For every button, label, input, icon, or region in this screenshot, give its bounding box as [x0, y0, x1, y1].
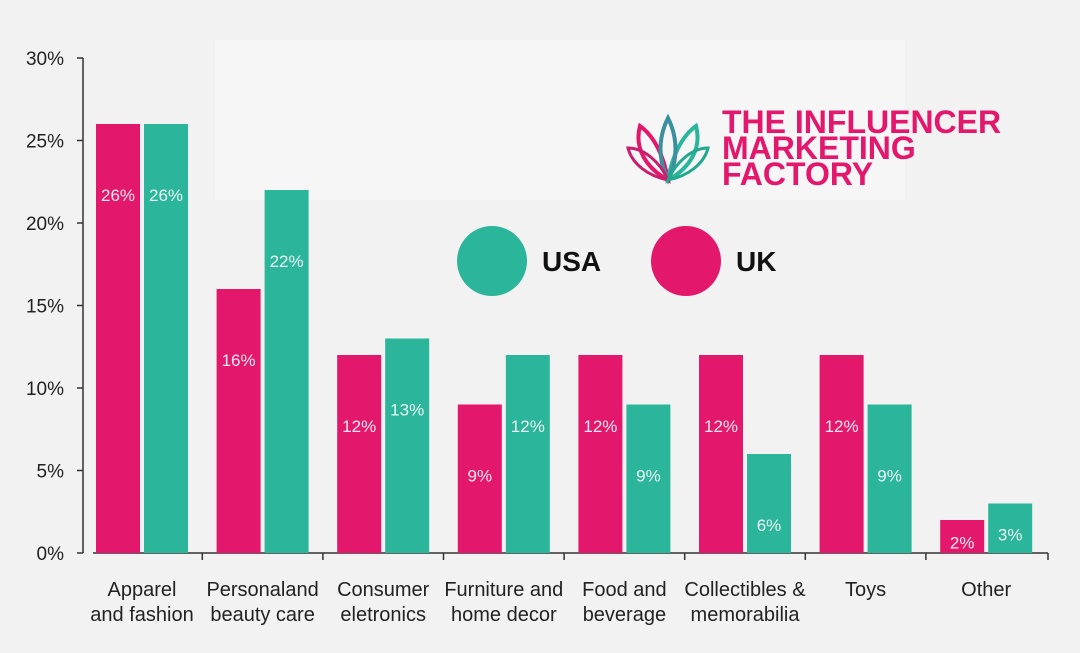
brand-text-line: THE INFLUENCER: [722, 104, 1001, 140]
y-tick-label: 10%: [26, 379, 64, 400]
data-label: 12%: [704, 417, 738, 436]
x-tick-label: Other: [961, 579, 1011, 601]
data-label: 12%: [342, 417, 376, 436]
x-tick-label: Consumer: [337, 579, 430, 601]
data-label: 9%: [877, 467, 902, 486]
x-tick-label: home decor: [451, 604, 557, 626]
lotus-logo-icon: [626, 113, 710, 185]
data-label: 9%: [636, 467, 661, 486]
bar-uk: [96, 124, 140, 553]
legend-label-uk: UK: [736, 246, 776, 277]
data-label: 16%: [222, 351, 256, 370]
bar-usa: [988, 503, 1033, 553]
x-tick-label: eletronics: [340, 604, 426, 626]
bar-uk: [819, 355, 864, 553]
labels: 26% 26% Apparel and fashion 16% 22% Personalan…: [90, 186, 1022, 626]
legend-swatch-uk: [651, 226, 721, 296]
y-tick-label: 20%: [26, 214, 64, 235]
x-tick-label: Toys: [845, 579, 886, 601]
data-label: 12%: [825, 417, 859, 436]
bar-uk: [216, 289, 261, 553]
bar-usa: [505, 355, 550, 553]
legend-label-usa: USA: [542, 246, 601, 277]
data-label: 22%: [270, 252, 304, 271]
bars: [96, 124, 1033, 553]
y-tick-label: 0%: [37, 544, 65, 565]
x-tick-label: Personaland: [206, 579, 318, 601]
x-tick-label: Food and: [582, 579, 667, 601]
data-label: 26%: [149, 186, 183, 205]
x-tick-label: and fashion: [90, 604, 193, 626]
data-label: 6%: [757, 516, 782, 535]
y-tick-label: 15%: [26, 297, 64, 318]
bar-uk: [457, 404, 502, 553]
x-tick-label: memorabilia: [691, 604, 801, 626]
x-tick-label: Collectibles &: [684, 579, 806, 601]
data-label: 12%: [583, 417, 617, 436]
bar-usa: [747, 454, 791, 553]
brand-text-line: MARKETING: [722, 130, 916, 166]
y-tick-label: 30%: [26, 49, 64, 70]
data-label: 13%: [390, 401, 424, 420]
bar-usa: [385, 338, 430, 553]
bar-uk: [337, 355, 382, 553]
legend-swatch-usa: [457, 226, 527, 296]
bar-usa: [264, 190, 309, 553]
bar-uk: [578, 355, 623, 553]
data-label: 2%: [950, 534, 975, 553]
y-tick-label: 25%: [26, 132, 64, 153]
data-label: 26%: [101, 186, 135, 205]
bar-usa: [626, 404, 671, 553]
y-tick-label: 5%: [37, 462, 65, 483]
brand-text-line: FACTORY: [722, 156, 873, 192]
bar-usa: [144, 124, 188, 553]
data-label: 9%: [468, 467, 493, 486]
bar-usa: [867, 404, 912, 553]
bar-uk: [940, 520, 985, 553]
x-tick-label: Apparel: [108, 579, 177, 601]
x-tick-label: Furniture and: [444, 579, 563, 601]
data-label: 12%: [511, 417, 545, 436]
x-tick-label: beverage: [583, 604, 666, 626]
x-tick-label: beauty care: [210, 604, 315, 626]
plot-background: [215, 40, 905, 200]
bar-uk: [699, 355, 743, 553]
data-label: 3%: [998, 525, 1023, 544]
legend: USA UK: [457, 226, 776, 296]
